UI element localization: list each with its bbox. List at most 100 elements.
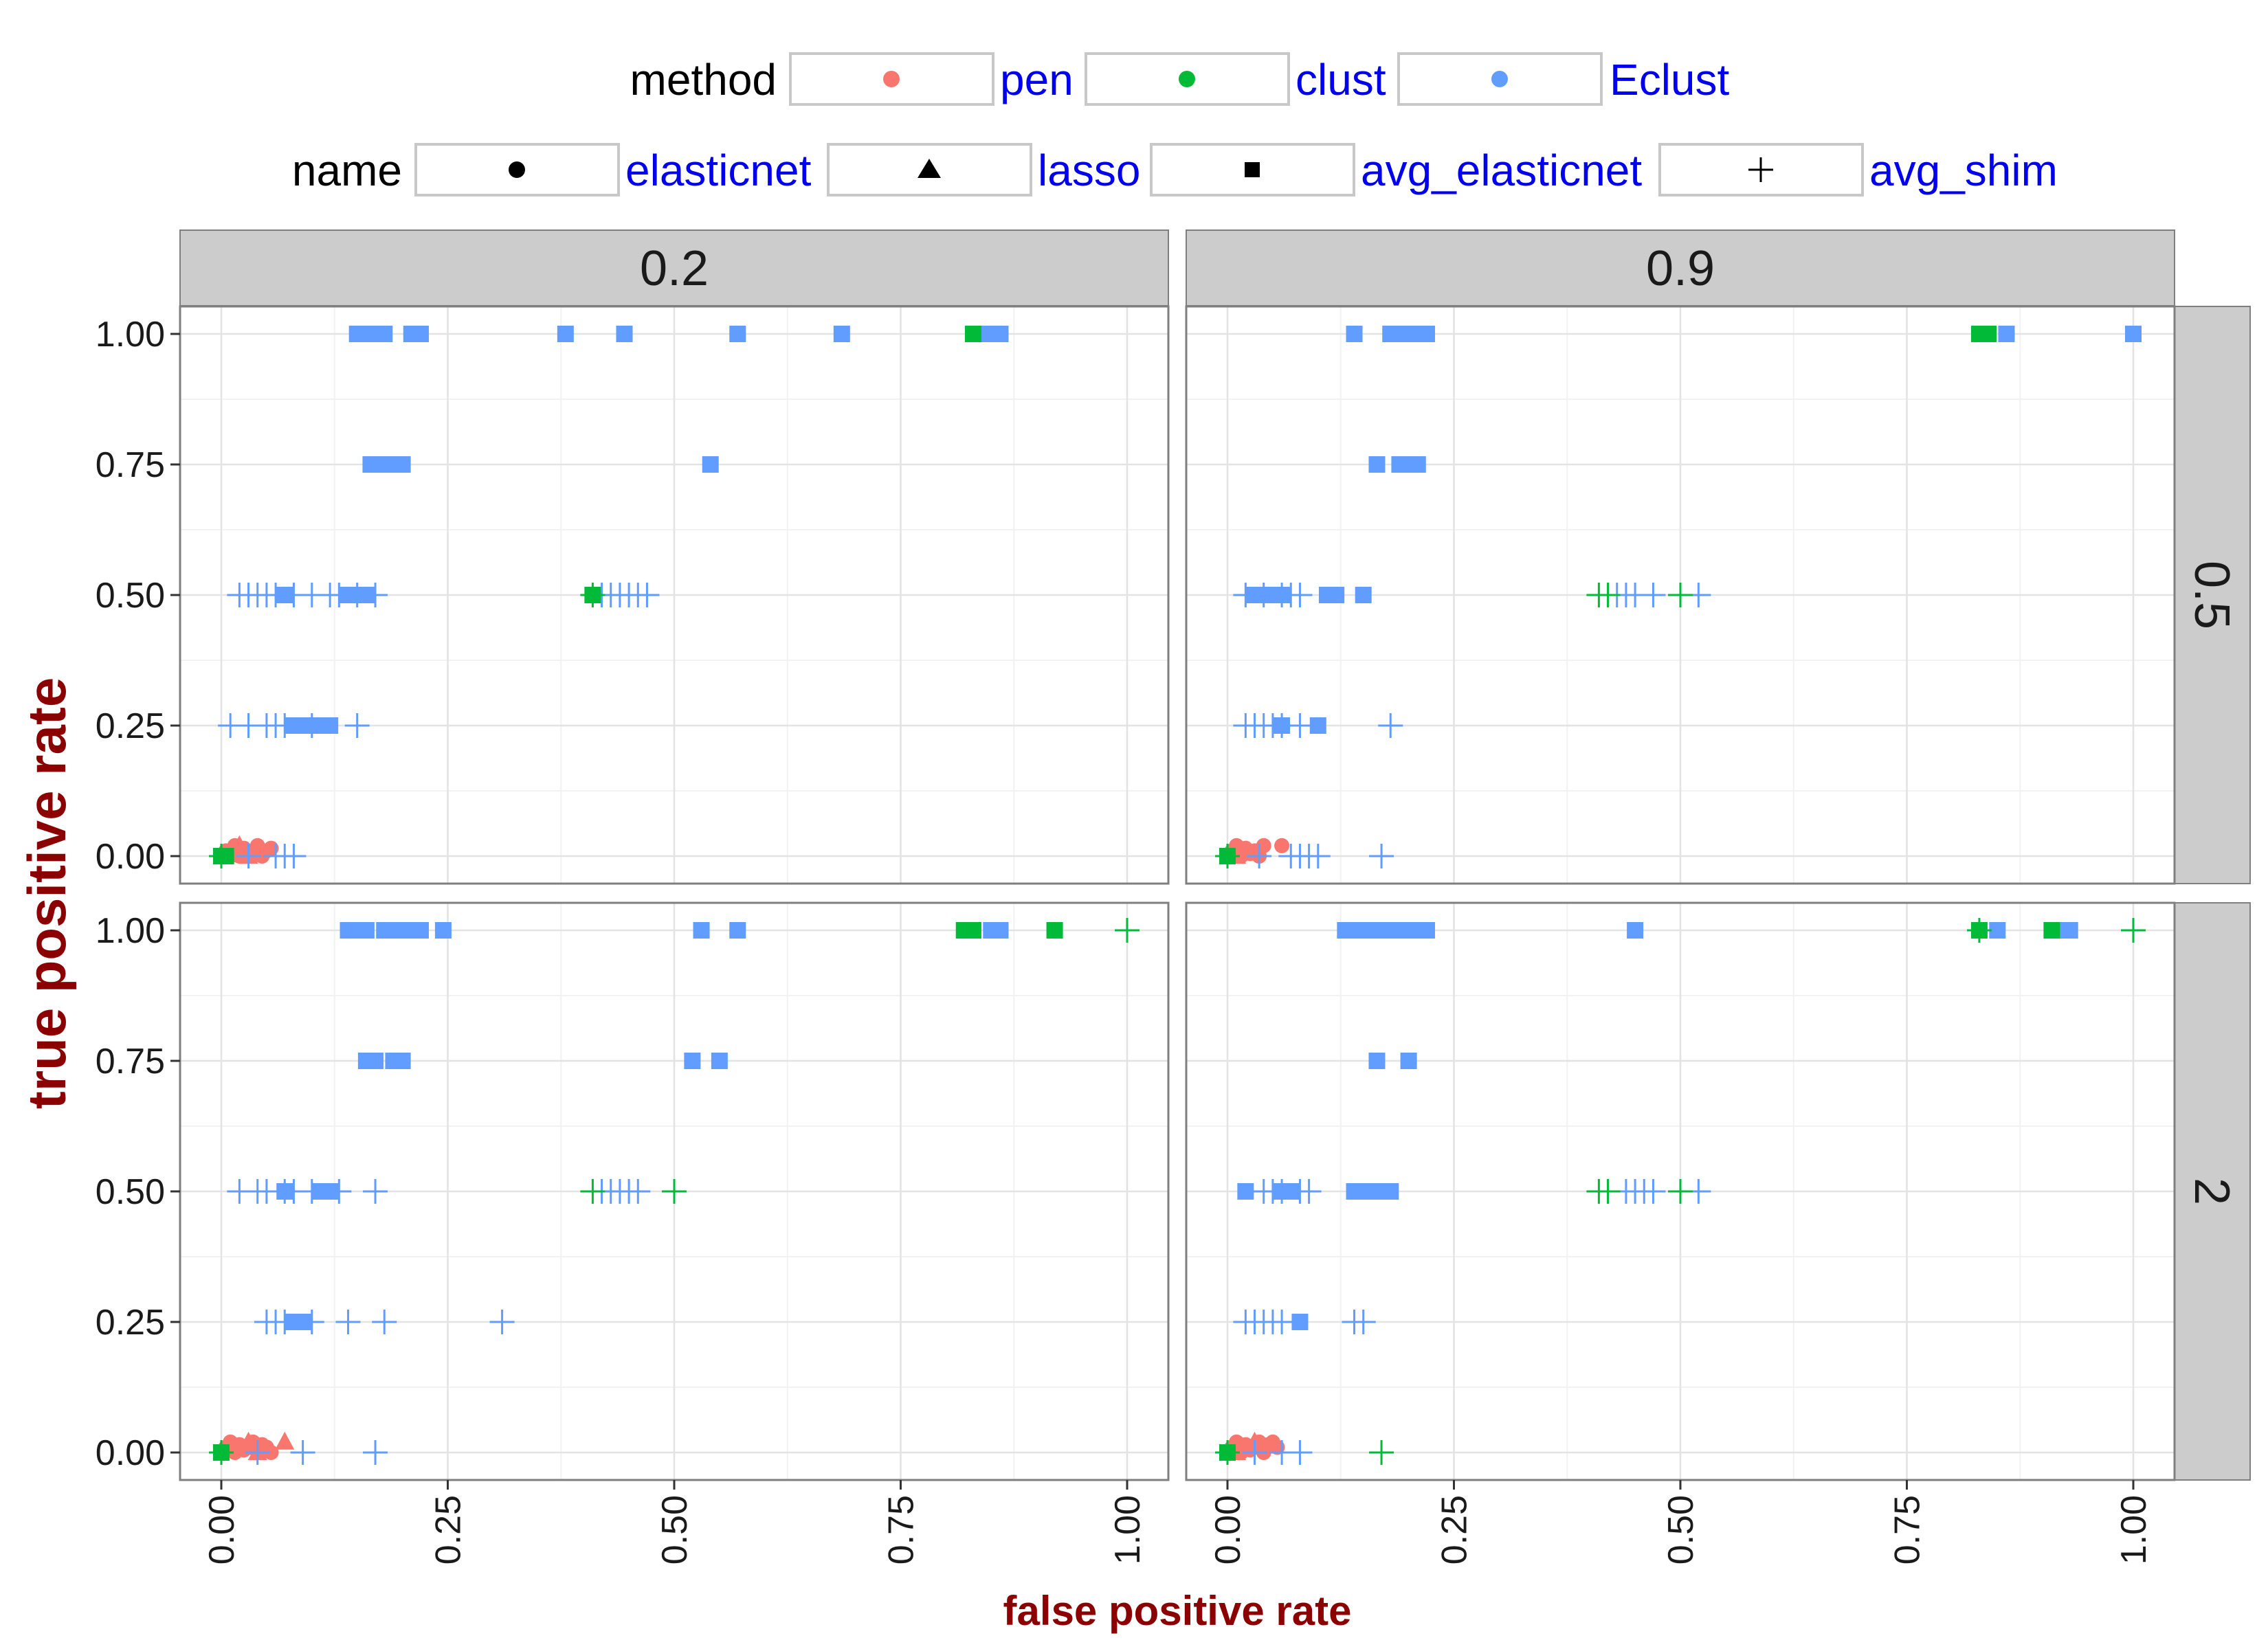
y-tick-label: 0.25	[96, 1303, 165, 1343]
point-eclust-plus	[1287, 1440, 1313, 1465]
x-tick-label: 0.50	[1661, 1495, 1701, 1564]
x-tick-label: 0.75	[1888, 1495, 1928, 1564]
y-tick-label: 0.25	[96, 706, 165, 746]
point-eclust-plus	[326, 1179, 352, 1204]
legend-method-title: method	[630, 55, 777, 104]
point-eclust-plus	[1242, 1440, 1267, 1465]
point-pen-circle	[1274, 838, 1290, 853]
point-eclust-square	[434, 922, 452, 939]
point-clust-plus	[1668, 583, 1693, 607]
point-eclust-square	[1368, 1053, 1386, 1069]
point-clust-square	[1046, 922, 1063, 939]
point-eclust-plus	[634, 583, 660, 607]
point-eclust-plus	[344, 713, 370, 738]
point-eclust-plus	[1305, 844, 1331, 868]
point-eclust-square	[1346, 326, 1363, 342]
point-clust-square	[1980, 326, 1997, 342]
point-clust-plus	[1115, 918, 1139, 943]
point-eclust-plus	[299, 1179, 324, 1204]
point-eclust-plus	[245, 1440, 270, 1465]
x-tick-label: 0.25	[429, 1495, 469, 1564]
point-eclust-square	[1627, 922, 1644, 939]
y-tick-label: 0.50	[96, 576, 165, 616]
point-eclust-plus	[363, 1440, 388, 1465]
y-axis-title: true positive rate	[16, 677, 77, 1110]
point-clust-plus	[1369, 1440, 1394, 1465]
legend-label-avg-shim: avg_shim	[1869, 146, 2058, 195]
point-eclust-square	[992, 922, 1009, 939]
point-eclust-square	[2125, 326, 2142, 342]
point-eclust-plus	[272, 1310, 298, 1334]
point-eclust-plus	[335, 1310, 361, 1334]
point-eclust-square	[1998, 326, 2015, 342]
point-eclust-square	[992, 326, 1009, 342]
point-eclust-square	[1418, 922, 1435, 939]
point-clust-plus	[209, 844, 234, 868]
point-eclust-square	[394, 456, 411, 473]
point-eclust-square	[2061, 922, 2078, 939]
point-eclust-square	[1309, 717, 1326, 734]
point-eclust-plus	[1350, 1310, 1376, 1334]
panels-layer	[179, 305, 2176, 1481]
point-eclust-plus	[363, 1179, 388, 1204]
x-tick-label: 0.00	[1208, 1495, 1248, 1564]
legend-label-avg-elasticnet: avg_elasticnet	[1361, 146, 1642, 195]
panel-3	[1185, 901, 2176, 1481]
x-tick-label: 0.75	[882, 1495, 922, 1564]
point-eclust-square	[702, 456, 719, 473]
point-eclust-plus	[363, 583, 388, 607]
legend-symbol-clust	[1179, 71, 1195, 87]
point-clust-plus	[1595, 1179, 1621, 1204]
panel-0	[179, 305, 1170, 885]
strip-row-0-label: 0.5	[2184, 561, 2239, 629]
point-eclust-plus	[236, 844, 261, 868]
point-eclust-square	[711, 1053, 728, 1069]
legend-label-lasso: lasso	[1038, 146, 1140, 195]
legend-name: name elasticnet lasso avg_elasticnet avg…	[292, 143, 2058, 197]
point-eclust-plus	[299, 713, 324, 738]
point-pen-triangle	[230, 835, 249, 853]
point-eclust-square	[376, 326, 393, 342]
point-eclust-plus	[299, 1310, 324, 1334]
point-eclust-square	[1409, 456, 1426, 473]
point-eclust-plus	[290, 1440, 315, 1465]
point-eclust-plus	[1378, 713, 1403, 738]
strip-col-1	[1186, 229, 2175, 306]
point-eclust-plus	[1641, 1179, 1666, 1204]
legend-label-eclust: Eclust	[1610, 55, 1730, 104]
panel-1	[1185, 305, 2176, 885]
strip-row-1	[2174, 902, 2251, 1481]
point-eclust-plus	[1296, 1179, 1322, 1204]
point-eclust-plus	[272, 713, 298, 738]
point-eclust-square	[1355, 587, 1372, 603]
point-clust-plus	[1966, 918, 1992, 943]
y-tick-label: 0.75	[96, 445, 165, 485]
x-tick-label: 0.25	[1435, 1495, 1475, 1564]
legend-name-title: name	[292, 146, 402, 195]
panel-border	[1185, 305, 2176, 885]
point-eclust-square	[1291, 1314, 1309, 1330]
strip-row-0	[2174, 306, 2251, 884]
point-eclust-square	[729, 326, 746, 342]
y-tick-label: 0.00	[96, 837, 165, 877]
legend-method: method pen clust Eclust	[630, 52, 1730, 106]
point-eclust-plus	[1247, 844, 1272, 868]
point-eclust-square	[1400, 1053, 1417, 1069]
legend-symbol-elasticnet	[509, 161, 525, 178]
point-clust-plus	[580, 1179, 605, 1204]
point-eclust-plus	[625, 1179, 651, 1204]
point-eclust-square	[693, 922, 710, 939]
point-clust-plus	[1668, 1179, 1693, 1204]
y-tick-label: 1.00	[96, 911, 165, 951]
point-eclust-square	[684, 1053, 701, 1069]
legend-label-clust: clust	[1296, 55, 1386, 104]
point-eclust-plus	[281, 844, 307, 868]
y-tick-label: 0.00	[96, 1433, 165, 1473]
x-tick-label: 1.00	[1108, 1495, 1148, 1564]
point-eclust-plus	[1641, 583, 1666, 607]
point-clust-plus	[662, 1179, 687, 1204]
strip-row-1-label: 2	[2184, 1178, 2239, 1205]
point-eclust-plus	[1269, 1310, 1295, 1334]
point-eclust-plus	[489, 1310, 515, 1334]
